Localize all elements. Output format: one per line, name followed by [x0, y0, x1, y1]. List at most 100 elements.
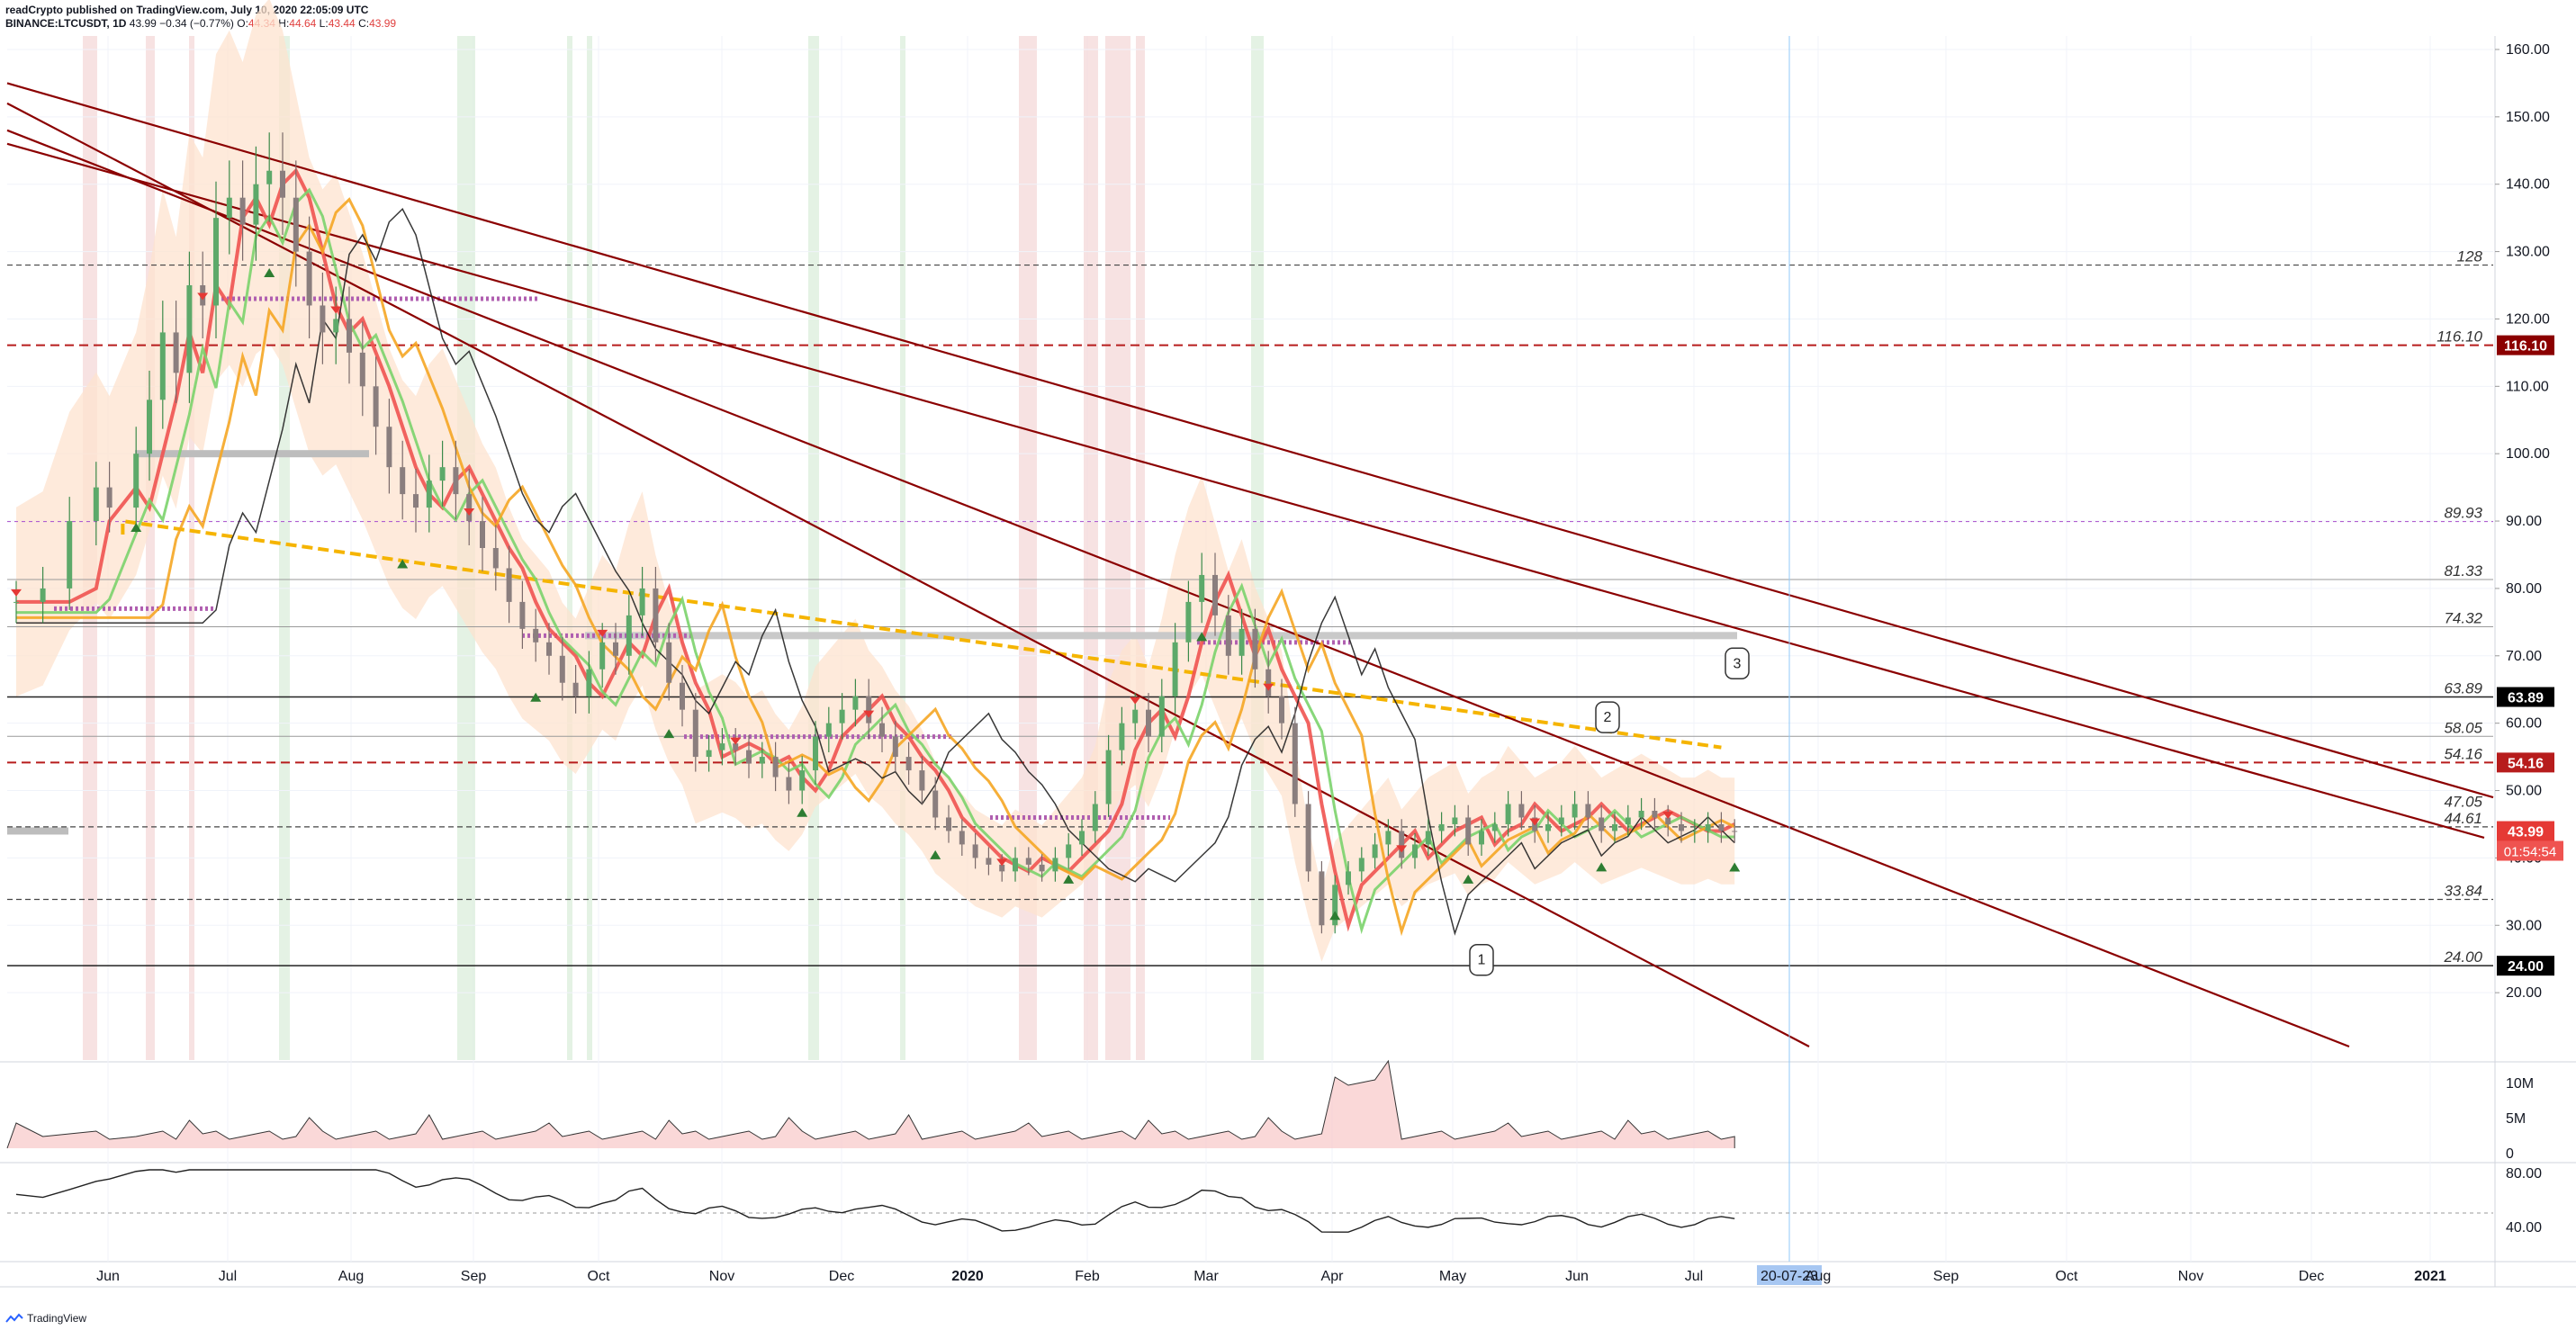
grey-zone — [135, 450, 369, 458]
candle-body — [759, 757, 765, 764]
candle-body — [453, 467, 459, 495]
badge-last-price-bg — [2497, 821, 2554, 841]
price-tick-label: 30.00 — [2506, 918, 2542, 933]
horizontal-level-label: 24.00 — [2443, 948, 2482, 966]
candle-body — [1572, 804, 1578, 818]
candle-body — [680, 682, 685, 710]
price-tick-label: 100.00 — [2506, 446, 2550, 462]
signal-band — [1105, 36, 1130, 1060]
candle-body — [1385, 831, 1392, 845]
buy-signal-marker — [1729, 862, 1741, 872]
candle-body — [1252, 628, 1258, 669]
candle-body — [253, 184, 259, 225]
candle-body — [946, 817, 951, 831]
candle-body — [666, 642, 672, 683]
price-tick-label: 160.00 — [2506, 42, 2550, 58]
sell-signal-marker — [730, 737, 742, 745]
badge-116-bg — [2497, 335, 2554, 355]
candle-body — [159, 332, 166, 400]
horizontal-level-label: 44.61 — [2444, 810, 2482, 827]
cursor-date-badge-bg — [1757, 1265, 1822, 1285]
price-tick-label: 20.00 — [2506, 985, 2542, 1001]
candle-body — [373, 386, 379, 427]
buy-signal-marker — [264, 268, 275, 278]
sell-signal-marker — [1396, 845, 1408, 853]
candle-body — [1185, 601, 1192, 643]
oscillator-tick-label: 40.00 — [2506, 1220, 2542, 1236]
candle-body — [1172, 642, 1178, 696]
candle-body — [14, 601, 19, 603]
candle-body — [213, 218, 219, 306]
candle-body — [1039, 864, 1045, 872]
sell-signal-marker — [1130, 696, 1141, 705]
grey-zone — [7, 827, 68, 835]
candle-body — [1625, 817, 1631, 824]
badge-63-bg — [2497, 687, 2554, 707]
oscillator-line — [15, 1169, 1735, 1233]
candle-body — [1518, 804, 1525, 818]
resistance-trendline — [6, 82, 2494, 799]
candle-body — [519, 601, 526, 629]
chart-header: readCrypto published on TradingView.com,… — [5, 4, 396, 31]
close-label: C: — [358, 17, 370, 30]
sell-signal-marker — [1263, 683, 1274, 691]
time-axis-label: Oct — [588, 1269, 610, 1284]
candle-body — [1199, 574, 1205, 602]
signal-band — [189, 36, 194, 1060]
price-tick-label: 50.00 — [2506, 784, 2542, 799]
candle-body — [280, 170, 285, 198]
candle-body — [1105, 750, 1112, 804]
buy-signal-marker — [1596, 862, 1608, 872]
price-tick-label: 110.00 — [2506, 379, 2549, 394]
candle-body — [1066, 844, 1072, 858]
candle-body — [1238, 628, 1245, 656]
buy-signal-marker — [663, 729, 675, 739]
horizontal-level-label: 33.84 — [2444, 883, 2482, 900]
candle-body — [1146, 709, 1151, 737]
candle-body — [626, 615, 632, 656]
signal-band — [1019, 36, 1037, 1060]
candle-body — [1652, 810, 1658, 818]
candle-body — [93, 487, 99, 522]
time-axis-label: Jul — [219, 1269, 237, 1284]
candle-body — [1438, 823, 1445, 831]
candle-body — [719, 743, 725, 750]
candle-body — [320, 305, 326, 333]
candle-body — [932, 790, 939, 818]
candle-body — [559, 655, 565, 683]
footer: TradingView — [5, 1312, 86, 1325]
time-axis-label: Jun — [1565, 1269, 1589, 1284]
open-label: O: — [237, 17, 248, 30]
candle-body — [1612, 823, 1617, 831]
badge-54-bg — [2497, 752, 2554, 773]
candle-body — [347, 319, 352, 353]
candle-body — [986, 858, 992, 865]
candle-body — [266, 170, 273, 184]
candle-body — [905, 757, 912, 771]
sell-signal-marker — [1529, 818, 1541, 826]
candle-body — [879, 723, 885, 737]
candle-body — [733, 743, 739, 750]
time-axis-label: Nov — [2178, 1269, 2203, 1284]
candle-body — [1212, 574, 1218, 616]
candle-body — [639, 588, 645, 616]
badge-54: 54.16 — [2508, 756, 2544, 771]
time-axis-label: Apr — [1321, 1269, 1345, 1284]
candle-body — [1052, 858, 1058, 872]
candle-body — [1279, 696, 1284, 723]
ohlc-line: BINANCE:LTCUSDT, 1D 43.99 −0.34 (−0.77%)… — [5, 17, 396, 31]
buy-signal-marker — [797, 807, 808, 817]
candle-body — [613, 642, 618, 656]
buy-signal-marker — [397, 559, 409, 569]
horizontal-level-label: 116.10 — [2436, 328, 2482, 346]
low-label: L: — [319, 17, 329, 30]
candle-body — [1372, 844, 1378, 858]
price-tick-label: 80.00 — [2506, 581, 2542, 597]
candle-body — [400, 467, 406, 495]
long-moving-average — [16, 208, 1735, 936]
badge-24-bg — [2497, 956, 2554, 976]
time-axis-label: Dec — [829, 1269, 854, 1284]
horizontal-level-label: 54.16 — [2444, 745, 2482, 762]
candle-body — [492, 548, 499, 569]
